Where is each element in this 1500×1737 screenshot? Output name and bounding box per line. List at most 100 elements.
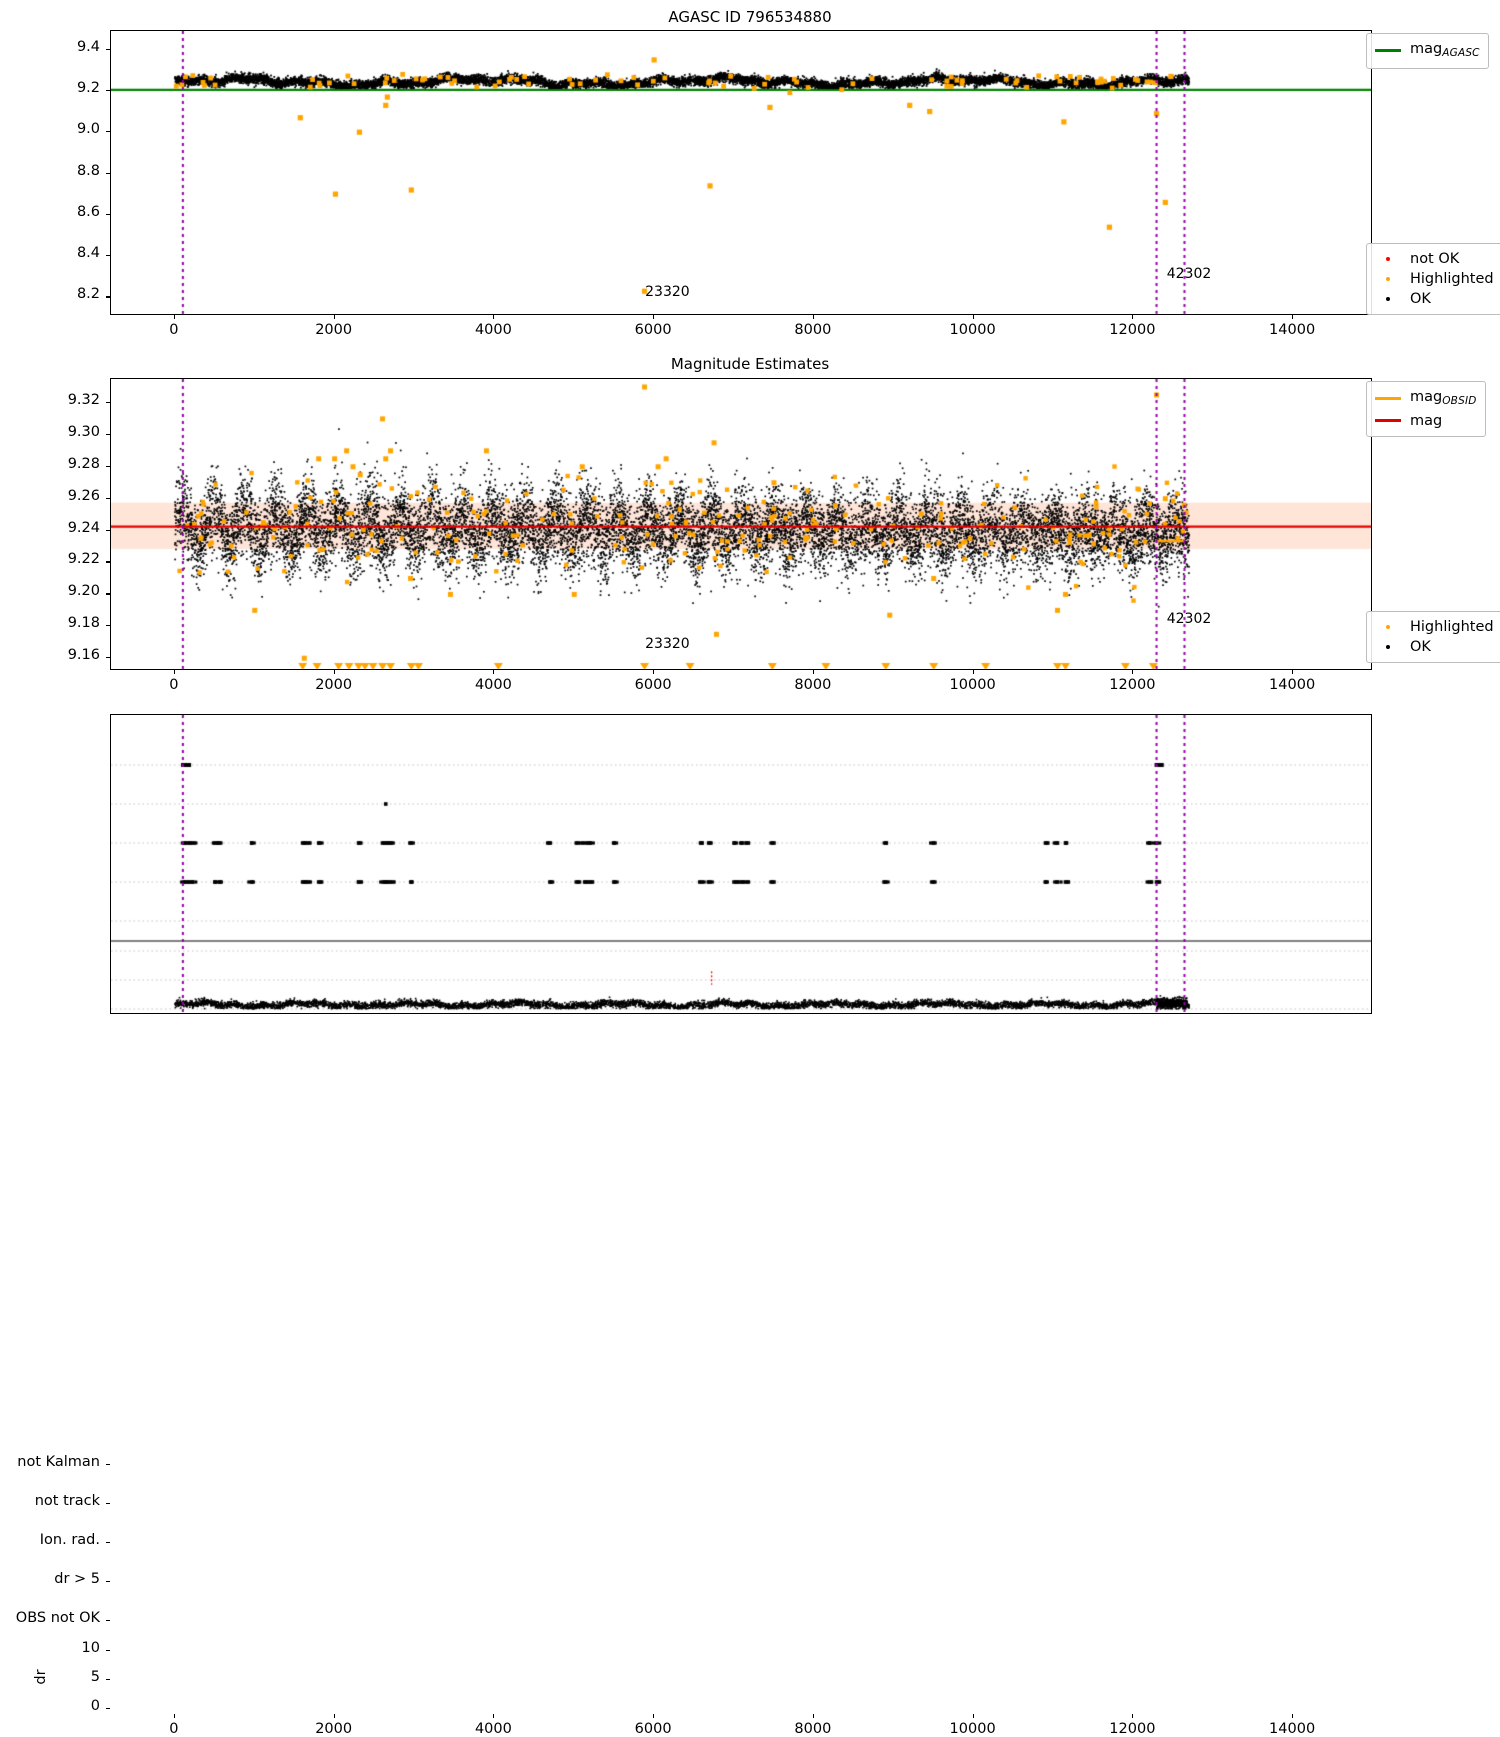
legend-item-ok: OK (1375, 289, 1494, 309)
x-tick-mark (493, 315, 495, 319)
y-tick-mark (105, 48, 110, 50)
x-tick-mark (333, 315, 335, 319)
y-tick-mark (105, 1581, 110, 1583)
x-tick-mark (972, 1714, 974, 1718)
y-tick-label: 8.6 (76, 203, 100, 220)
legend-mid-lines: magOBSID mag (1366, 381, 1486, 437)
y-tick-mark (105, 213, 110, 215)
x-tick-label: 8000 (794, 322, 832, 338)
x-tick-label: 6000 (634, 1721, 672, 1737)
y-tick-mark (105, 561, 110, 563)
legend-line-swatch-mag-agasc (1375, 49, 1401, 53)
y-tick-label: 9.2 (76, 79, 100, 96)
legend-label-not-ok: not OK (1410, 251, 1460, 267)
y-tick-mark (105, 255, 110, 257)
x-tick-label: 12000 (1109, 322, 1156, 338)
y-tick-mark (105, 172, 110, 174)
middle-panel-title: Magnitude Estimates (670, 355, 830, 373)
y-tick-label: 9.0 (76, 121, 100, 138)
legend-item-mid-highlighted: Highlighted (1375, 617, 1494, 637)
x-tick-mark (173, 315, 175, 319)
y-tick-label: 9.22 (67, 551, 100, 568)
x-tick-mark (812, 1714, 814, 1718)
x-tick-mark (972, 670, 974, 674)
x-tick-label: 14000 (1269, 322, 1316, 338)
y-tick-label: 9.30 (67, 423, 100, 440)
x-tick-label: 10000 (949, 322, 996, 338)
legend-dot-swatch-mid-ok (1375, 637, 1401, 657)
obsid-annotation: 42302 (1166, 610, 1212, 627)
y-tick-mark (105, 89, 110, 91)
y-tick-mark (105, 1650, 110, 1652)
x-tick-mark (972, 315, 974, 319)
y-tick-mark (105, 131, 110, 133)
legend-label-highlighted: Highlighted (1410, 271, 1494, 287)
x-tick-mark (1132, 315, 1134, 319)
x-tick-mark (173, 1714, 175, 1718)
flag-row-label-ion-rad-: Ion. rad. (39, 1532, 100, 1548)
obsid-annotation: 23320 (645, 284, 690, 301)
x-tick-mark (1132, 1714, 1134, 1718)
y-tick-mark (105, 1464, 110, 1466)
legend-label-ok: OK (1410, 291, 1431, 307)
legend-item-mid-ok: OK (1375, 637, 1494, 657)
x-tick-mark (1132, 670, 1134, 674)
legend-sublabel-mag-obsid: OBSID (1442, 394, 1477, 407)
legend-dot-swatch-highlighted (1375, 269, 1401, 289)
x-tick-label: 2000 (315, 1721, 353, 1737)
legend-line-swatch-mag-obsid (1375, 397, 1401, 401)
x-tick-label: 12000 (1109, 677, 1156, 693)
middle-axes (110, 378, 1372, 670)
x-tick-label: 14000 (1269, 677, 1316, 693)
legend-top-points: not OK Highlighted OK (1366, 243, 1500, 315)
legend-label-mid-ok: OK (1410, 639, 1431, 655)
y-tick-label: 9.32 (67, 391, 100, 408)
y-tick-mark (105, 1708, 110, 1710)
x-tick-mark (333, 1714, 335, 1718)
y-tick-label: 9.24 (67, 519, 100, 536)
y-tick-label: 8.8 (76, 162, 100, 179)
y-tick-mark (105, 1542, 110, 1544)
x-tick-label: 8000 (794, 1721, 832, 1737)
dr-tick-label: 5 (90, 1669, 100, 1685)
legend-label-mag-obsid: mag (1410, 389, 1443, 405)
legend-item-mag: mag (1375, 411, 1477, 431)
x-tick-label: 6000 (634, 322, 672, 338)
x-tick-label: 4000 (474, 677, 512, 693)
dr-tick-label: 0 (90, 1698, 100, 1714)
legend-mag-agasc: magAGASC (1366, 33, 1489, 69)
x-tick-label: 6000 (634, 677, 672, 693)
y-tick-mark (105, 465, 110, 467)
x-tick-label: 10000 (949, 677, 996, 693)
x-tick-mark (493, 1714, 495, 1718)
legend-item-not-ok: not OK (1375, 249, 1494, 269)
y-tick-label: 9.28 (67, 455, 100, 472)
y-tick-mark (105, 593, 110, 595)
legend-item-highlighted: Highlighted (1375, 269, 1494, 289)
obsid-annotation: 42302 (1166, 265, 1212, 282)
legend-dot-swatch-ok (1375, 289, 1401, 309)
obsid-annotation: 23320 (645, 636, 690, 653)
y-tick-mark (105, 401, 110, 404)
panel-flags-dr: not Kalman not track Ion. rad. dr > 5 OBS no… (0, 700, 1500, 1737)
y-tick-label: 9.20 (67, 583, 100, 600)
x-tick-label: 0 (169, 1721, 179, 1737)
legend-label-mid-highlighted: Highlighted (1410, 619, 1494, 635)
flag-row-label-not-track: not track (34, 1493, 100, 1509)
legend-item-mag-agasc: magAGASC (1375, 39, 1480, 63)
x-tick-label: 12000 (1109, 1721, 1156, 1737)
legend-line-swatch-mag (1375, 419, 1401, 423)
x-tick-mark (493, 670, 495, 674)
x-tick-mark (653, 670, 655, 674)
flag-row-label-not-kalman: not Kalman (17, 1454, 100, 1470)
y-tick-mark (105, 529, 110, 531)
y-tick-label: 9.4 (76, 38, 100, 55)
top-panel-title: AGASC ID 796534880 (668, 8, 832, 26)
legend-label-mag-agasc: mag (1410, 41, 1443, 57)
x-tick-label: 4000 (474, 322, 512, 338)
y-tick-label: 8.2 (76, 286, 100, 303)
x-tick-label: 0 (169, 322, 179, 338)
y-tick-label: 9.26 (67, 487, 100, 504)
legend-mid-points: Highlighted OK (1366, 611, 1500, 663)
legend-dot-swatch-mid-highlighted (1375, 617, 1401, 637)
